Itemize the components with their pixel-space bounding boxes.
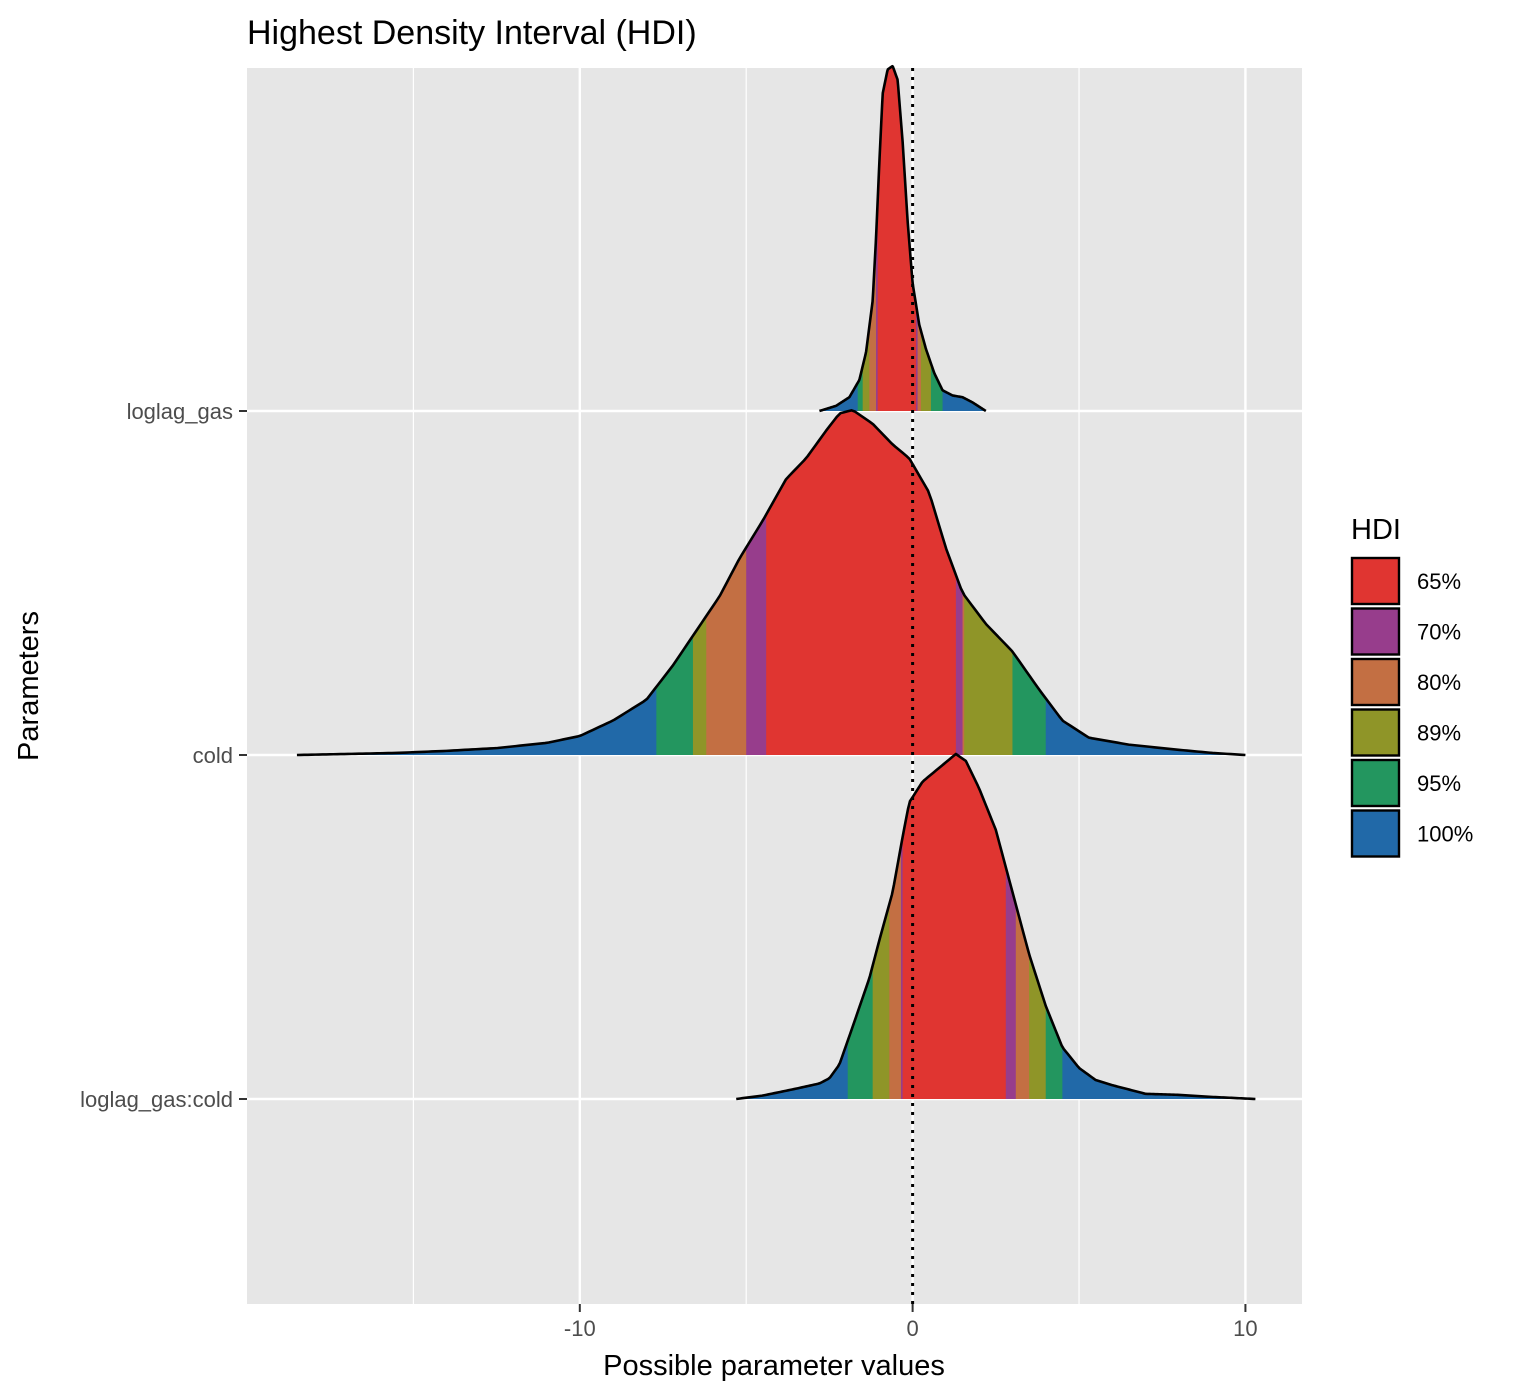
x-tick-label: 10 (1233, 1316, 1257, 1341)
density-outline (736, 752, 1256, 1101)
x-tick-label: 0 (906, 1316, 918, 1341)
density-outline (818, 64, 987, 413)
legend-label: 100% (1417, 822, 1473, 847)
chart-title: Highest Density Interval (HDI) (247, 14, 697, 52)
legend-key-65 (1350, 556, 1401, 606)
legend-key-80 (1350, 657, 1401, 707)
x-axis: -10 0 10 (564, 1304, 1258, 1341)
y-tick-label: loglag_gas:cold (80, 1087, 233, 1112)
legend-key-89 (1350, 708, 1401, 757)
hdi-band-65 (766, 410, 956, 755)
y-tick-label: loglag_gas (127, 399, 233, 424)
density-ridges (296, 64, 1256, 1101)
hdi-band-65 (877, 66, 916, 411)
legend-title: HDI (1351, 514, 1401, 546)
legend-label: 89% (1417, 721, 1461, 746)
legend-label: 95% (1417, 771, 1461, 796)
legend-key-100 (1350, 809, 1401, 858)
legend-label: 80% (1417, 670, 1461, 695)
legend-label: 70% (1417, 620, 1461, 645)
hdi-band-65 (902, 754, 1006, 1099)
ridge-cold (296, 409, 1246, 757)
legend-label: 65% (1417, 569, 1461, 594)
legend-key-95 (1350, 758, 1401, 808)
y-axis-title: Parameters (13, 611, 45, 761)
x-tick-label: -10 (564, 1316, 596, 1341)
ridge-loglag-gas-cold (736, 752, 1256, 1101)
legend-key-70 (1350, 607, 1401, 656)
density-outline (296, 409, 1246, 757)
x-axis-title: Possible parameter values (603, 1350, 945, 1382)
ridge-loglag-gas (818, 64, 987, 413)
legend: HDI 65% 70% 80% 89% 95% 100% (1350, 514, 1473, 858)
y-tick-label: cold (193, 743, 233, 768)
